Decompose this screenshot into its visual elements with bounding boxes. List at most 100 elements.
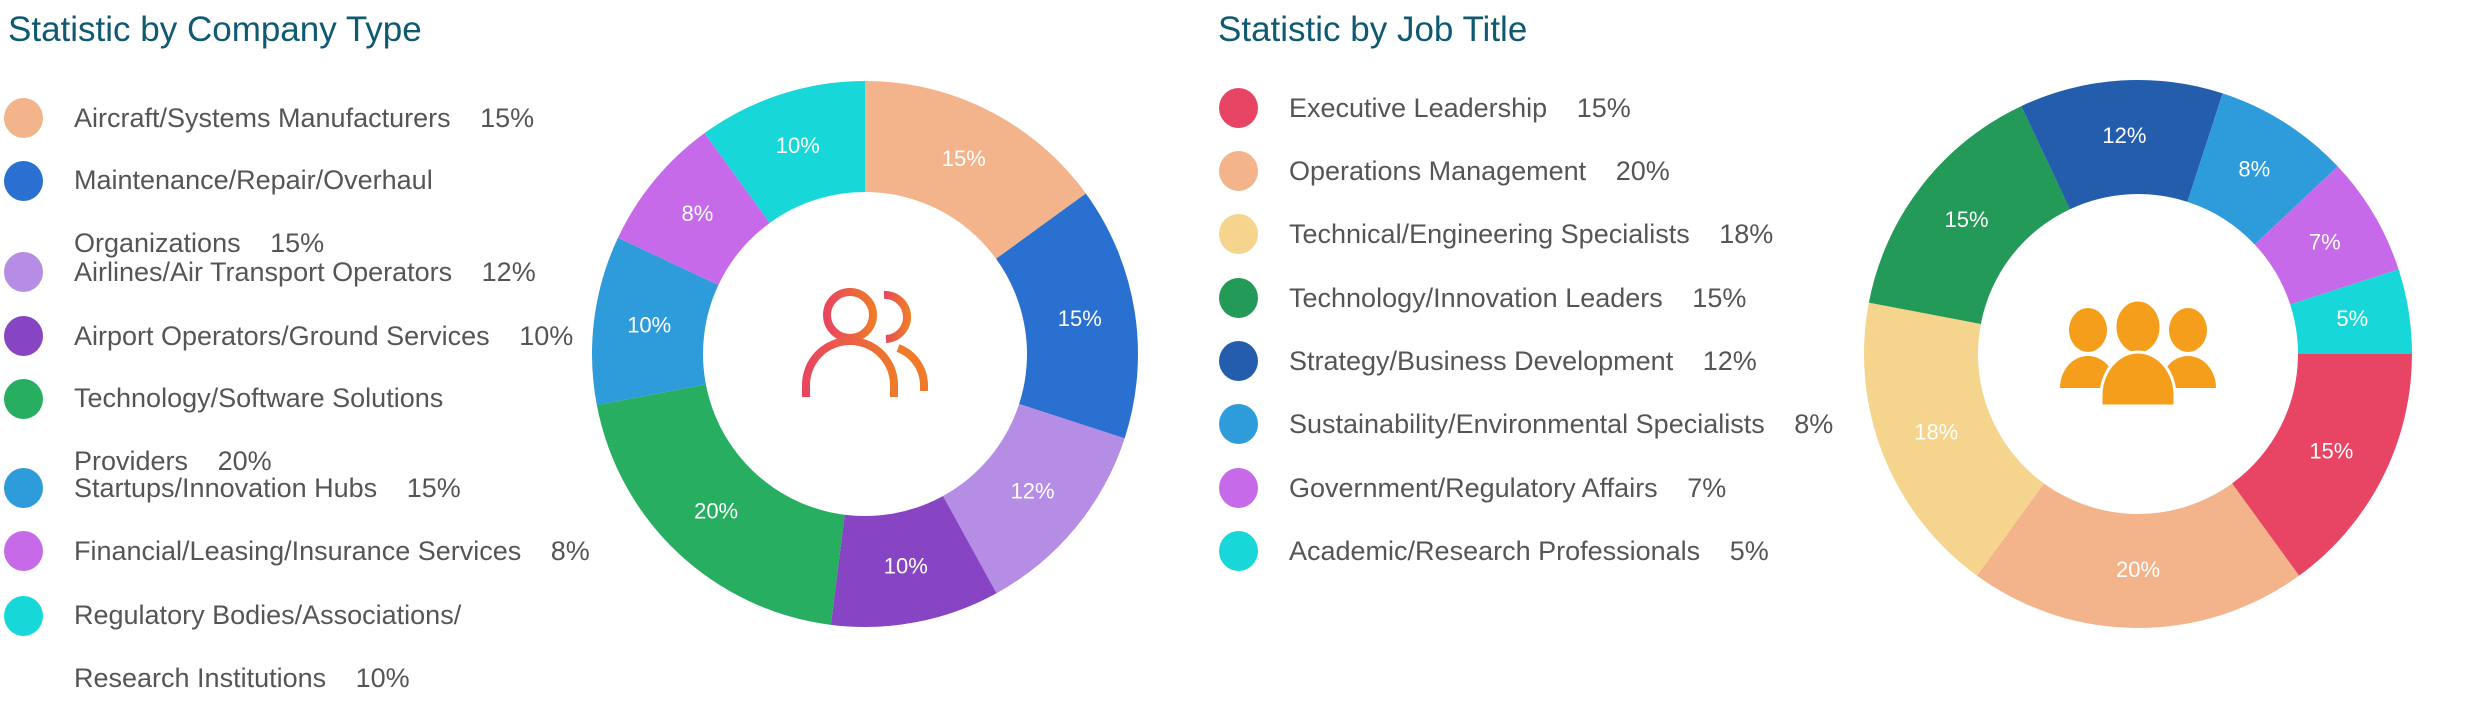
legend-label: Sustainability/Environmental Specialists (1289, 409, 1765, 439)
donut-slice[interactable] (2021, 80, 2223, 210)
legend-item: Sustainability/Environmental Specialists… (1219, 404, 1833, 444)
legend-item: Strategy/Business Development 12% (1219, 341, 1757, 381)
legend-text: Technology/Software Solutions Providers … (74, 367, 504, 493)
donut-slice[interactable] (830, 495, 997, 627)
legend-item: Operations Management 20% (1219, 151, 1670, 191)
legend-value: 15% (270, 228, 325, 258)
donut-chart-company-type: 15% 15% 12% 10% 20% 10% 8% 10% (592, 81, 1138, 627)
chart-title: Statistic by Company Type (8, 10, 422, 49)
donut-slice[interactable] (2290, 269, 2412, 354)
donut-slice[interactable] (596, 384, 845, 625)
donut-slice[interactable] (2254, 166, 2399, 305)
legend-color-dot (4, 316, 43, 356)
slice-label: 18% (1914, 420, 1958, 445)
legend-color-dot (1219, 151, 1258, 191)
legend-value: 5% (1729, 536, 1769, 566)
slice-label: 10% (884, 553, 928, 578)
legend-text: Airlines/Air Transport Operators 12% (74, 252, 536, 292)
slice-label: 12% (2102, 123, 2146, 148)
legend-item: Executive Leadership 15% (1219, 88, 1631, 128)
donut-chart-job-title: 15% 20% 18% 15% 12% 8% 7% 5% (1864, 80, 2412, 628)
legend-text: Financial/Leasing/Insurance Services 8% (74, 531, 590, 571)
legend-value: 12% (1702, 346, 1757, 376)
donut-slice[interactable] (943, 404, 1125, 594)
legend-label: Airport Operators/Ground Services (74, 321, 490, 351)
legend-text: Regulatory Bodies/Associations/ Research… (74, 584, 504, 710)
donut-slice[interactable] (1868, 106, 2070, 325)
legend-value: 20% (1615, 156, 1670, 186)
legend-color-dot (4, 379, 43, 419)
legend-text: Academic/Research Professionals 5% (1289, 531, 1769, 571)
legend-text: Technical/Engineering Specialists 18% (1289, 214, 1773, 254)
chart-title: Statistic by Job Title (1218, 10, 1528, 49)
legend-color-dot (4, 468, 43, 508)
legend-label: Government/Regulatory Affairs (1289, 473, 1658, 503)
legend-text: Technology/Innovation Leaders 15% (1289, 278, 1746, 318)
legend-value: 12% (481, 257, 536, 287)
legend-text: Executive Leadership 15% (1289, 88, 1631, 128)
legend-item: Technical/Engineering Specialists 18% (1219, 214, 1773, 254)
slice-label: 10% (776, 133, 820, 158)
legend-label: Startups/Innovation Hubs (74, 473, 378, 503)
legend-value: 8% (550, 536, 590, 566)
donut-slice[interactable] (2232, 354, 2412, 576)
legend-item: Airlines/Air Transport Operators 12% (4, 252, 536, 292)
legend-item: Academic/Research Professionals 5% (1219, 531, 1769, 571)
slice-label: 8% (682, 201, 714, 226)
legend-color-dot (4, 98, 43, 138)
donut-slice[interactable] (996, 193, 1138, 439)
legend-item: Airport Operators/Ground Services 10% (4, 316, 573, 356)
legend-label: Airlines/Air Transport Operators (74, 257, 453, 287)
slice-label: 15% (1058, 306, 1102, 331)
legend-color-dot (4, 596, 43, 636)
legend-value: 15% (480, 103, 535, 133)
legend-label: Operations Management (1289, 156, 1587, 186)
legend-text: Airport Operators/Ground Services 10% (74, 316, 573, 356)
legend-label: Academic/Research Professionals (1289, 536, 1701, 566)
legend-item: Financial/Leasing/Insurance Services 8% (4, 531, 590, 571)
donut-slice[interactable] (617, 133, 770, 286)
legend-label: Technical/Engineering Specialists (1289, 219, 1690, 249)
legend-value: 8% (1794, 409, 1834, 439)
slice-label: 10% (627, 313, 671, 338)
legend-color-dot (1219, 341, 1258, 381)
legend-value: 10% (355, 663, 410, 693)
legend-label: Maintenance/Repair/Overhaul Organization… (74, 165, 433, 258)
donut-slice[interactable] (865, 81, 1086, 259)
legend-item: Aircraft/Systems Manufacturers 15% (4, 98, 534, 138)
legend-text: Maintenance/Repair/Overhaul Organization… (74, 149, 504, 275)
legend-value: 15% (1576, 93, 1631, 123)
slice-label: 15% (942, 146, 986, 171)
company-type-panel: Statistic by Company Type Aircraft/Syste… (0, 0, 1200, 693)
legend-text: Startups/Innovation Hubs 15% (74, 468, 461, 508)
legend-value: 15% (1692, 283, 1747, 313)
legend-item: Startups/Innovation Hubs 15% (4, 468, 461, 508)
legend-label: Aircraft/Systems Manufacturers (74, 103, 451, 133)
slice-label: 8% (2238, 157, 2270, 182)
legend-color-dot (4, 531, 43, 571)
donut-slice[interactable] (592, 237, 719, 406)
legend-text: Strategy/Business Development 12% (1289, 341, 1757, 381)
legend-color-dot (1219, 88, 1258, 128)
legend-value: 10% (519, 321, 574, 351)
donut-slice[interactable] (2187, 93, 2338, 245)
legend-item: Technology/Innovation Leaders 15% (1219, 278, 1746, 318)
legend-item: Regulatory Bodies/Associations/ Research… (4, 596, 504, 710)
slice-label: 15% (1945, 207, 1989, 232)
legend-label: Financial/Leasing/Insurance Services (74, 536, 522, 566)
job-title-panel: Statistic by Job Title Executive Leaders… (1200, 0, 2474, 693)
slice-label: 5% (2336, 306, 2368, 331)
legend-color-dot (1219, 278, 1258, 318)
legend-text: Aircraft/Systems Manufacturers 15% (74, 98, 534, 138)
legend-text: Government/Regulatory Affairs 7% (1289, 468, 1726, 508)
slice-label: 20% (694, 498, 738, 523)
legend-label: Strategy/Business Development (1289, 346, 1674, 376)
legend-item: Technology/Software Solutions Providers … (4, 379, 504, 493)
donut-slice[interactable] (1976, 483, 2300, 628)
donut-slice[interactable] (704, 81, 865, 223)
slice-label: 20% (2116, 557, 2160, 582)
donut-slice[interactable] (1864, 302, 2044, 576)
legend-value: 20% (217, 446, 272, 476)
slice-label: 15% (2309, 438, 2353, 463)
legend-text: Operations Management 20% (1289, 151, 1670, 191)
